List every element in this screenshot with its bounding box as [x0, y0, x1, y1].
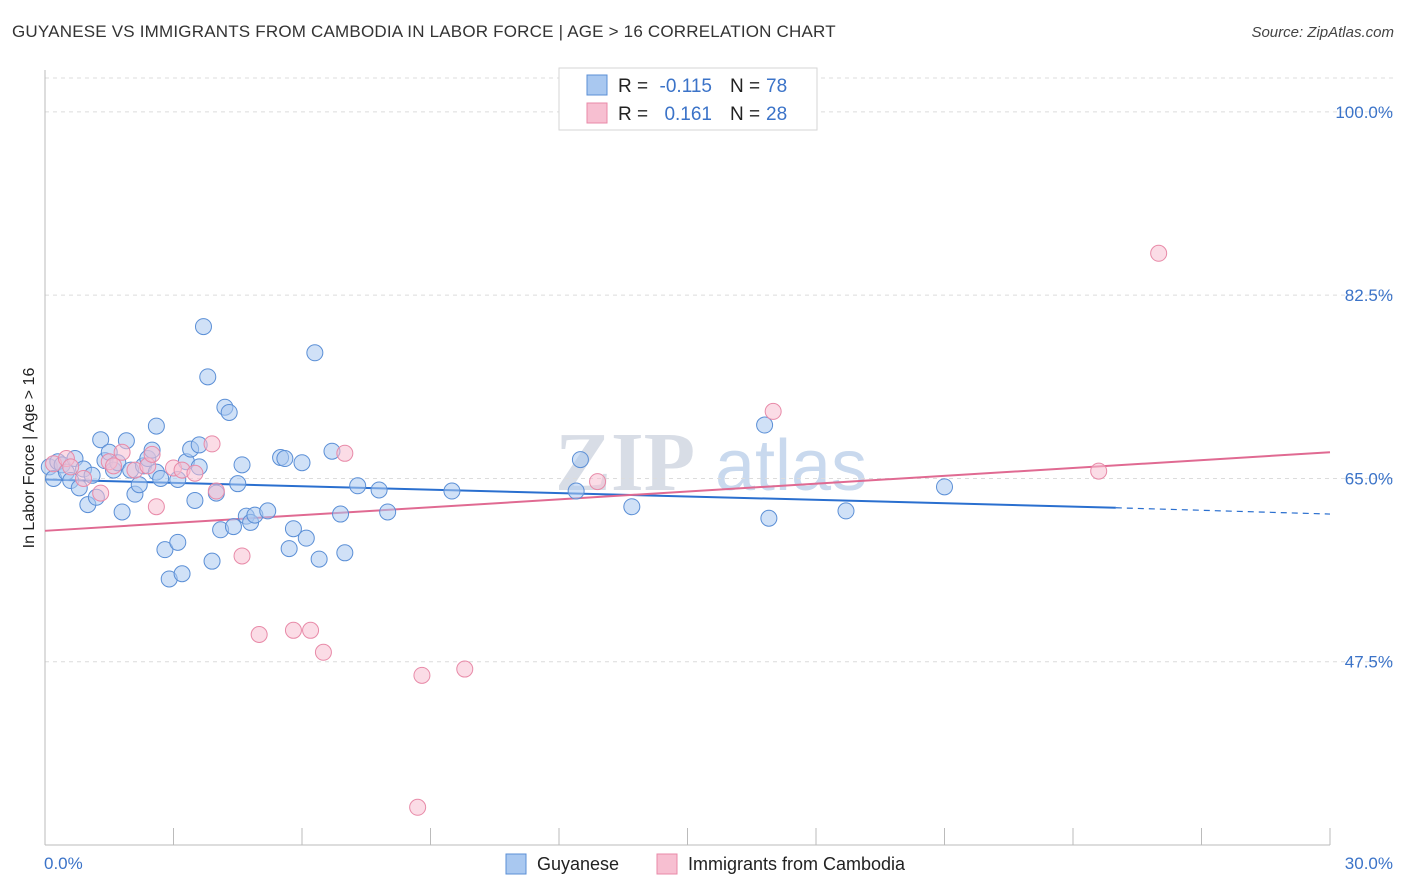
- guyanese-point-47: [233, 456, 251, 474]
- guyanese-point-55: [284, 520, 302, 538]
- stats-n-label-pink: N =: [730, 104, 760, 125]
- watermark-atlas: atlas: [715, 426, 867, 506]
- guyanese-point-69: [623, 498, 641, 516]
- guyanese-point-62: [336, 544, 354, 562]
- guyanese-point-40: [203, 552, 221, 570]
- cambodia-point-17: [233, 547, 251, 565]
- cambodia-point-26: [589, 473, 607, 491]
- guyanese-point-45: [224, 518, 242, 536]
- cambodia-point-27: [764, 402, 782, 420]
- y-axis-label: In Labor Force | Age > 16: [21, 368, 38, 549]
- legend-swatch-cambodia: [656, 853, 678, 875]
- cambodia-point-20: [302, 621, 320, 639]
- guyanese-point-57: [297, 529, 315, 547]
- cambodia-point-24: [413, 666, 431, 684]
- guyanese-point-56: [293, 454, 311, 472]
- guyanese-point-70: [756, 416, 774, 434]
- guyanese-point-66: [443, 482, 461, 500]
- cambodia-point-18: [250, 625, 268, 643]
- series-legend: Guyanese Immigrants from Cambodia: [505, 853, 906, 875]
- stats-swatch-pink: [586, 102, 608, 124]
- y-tick-label-3: 47.5%: [1345, 653, 1393, 672]
- cambodia-point-7: [113, 443, 131, 461]
- guyanese-point-44: [220, 403, 238, 421]
- cambodia-point-11: [147, 498, 165, 516]
- cambodia-point-3: [75, 469, 93, 487]
- guyanese-point-68: [571, 451, 589, 469]
- guyanese-point-73: [936, 478, 953, 496]
- stats-n-value-blue: 78: [766, 76, 787, 97]
- cambodia-point-16: [207, 482, 225, 500]
- guyanese-point-59: [310, 550, 328, 568]
- guyanese-point-28: [156, 541, 174, 559]
- cambodia-point-28: [1090, 462, 1108, 480]
- stats-r-value-blue: -0.115: [660, 76, 712, 97]
- legend-label-guyanese: Guyanese: [537, 854, 619, 874]
- guyanese-point-53: [276, 450, 294, 468]
- guyanese-point-39: [199, 368, 217, 386]
- guyanese-point-58: [306, 344, 324, 362]
- y-tick-label-0: 100.0%: [1335, 103, 1393, 122]
- guyanese-point-21: [130, 476, 148, 494]
- guyanese-point-38: [194, 318, 212, 336]
- cambodia-point-25: [456, 660, 474, 678]
- guyanese-point-64: [370, 481, 388, 499]
- stats-r-value-pink: 0.161: [664, 104, 712, 125]
- guyanese-point-17: [113, 503, 131, 521]
- guyanese-point-31: [169, 533, 187, 551]
- y-tick-label-1: 82.5%: [1345, 286, 1393, 305]
- cambodia-point-19: [284, 621, 302, 639]
- guyanese-point-35: [186, 491, 204, 509]
- guyanese-point-32: [173, 565, 191, 583]
- x-tick-max: 30.0%: [1345, 854, 1393, 873]
- guyanese-point-25: [147, 417, 165, 435]
- cambodia-point-4: [92, 484, 110, 502]
- guyanese-point-27: [152, 469, 170, 487]
- source-label: Source: ZipAtlas.com: [1251, 24, 1394, 41]
- guyanese-point-12: [92, 431, 110, 449]
- guyanese-point-46: [229, 475, 247, 493]
- guyanese-point-65: [379, 503, 397, 521]
- guyanese-point-63: [349, 477, 367, 495]
- cambodia-point-22: [336, 444, 354, 462]
- x-tick-min: 0.0%: [44, 854, 83, 873]
- cambodia-point-15: [203, 435, 221, 453]
- stats-r-label-pink: R =: [618, 104, 648, 125]
- legend-label-cambodia: Immigrants from Cambodia: [688, 854, 906, 874]
- cambodia-point-29: [1150, 244, 1168, 262]
- cambodia-point-21: [314, 643, 332, 661]
- guyanese-point-61: [332, 505, 350, 523]
- stats-r-label-blue: R =: [618, 76, 648, 97]
- guyanese-point-54: [280, 540, 298, 558]
- guyanese-point-72: [837, 502, 855, 520]
- chart-title: GUYANESE VS IMMIGRANTS FROM CAMBODIA IN …: [12, 22, 836, 41]
- stats-n-value-pink: 28: [766, 104, 787, 125]
- guyanese-trend-extension: [1115, 507, 1331, 515]
- stats-n-label-blue: N =: [730, 76, 760, 97]
- cambodia-point-6: [105, 457, 123, 475]
- guyanese-point-67: [567, 482, 585, 500]
- guyanese-point-71: [760, 509, 778, 527]
- cambodia-point-23: [409, 798, 427, 816]
- guyanese-point-51: [259, 502, 277, 520]
- cambodia-point-2: [62, 458, 80, 476]
- y-tick-label-2: 65.0%: [1345, 469, 1393, 488]
- cambodia-point-10: [143, 445, 161, 463]
- cambodia-point-14: [186, 464, 204, 482]
- stats-swatch-blue: [586, 74, 608, 96]
- legend-swatch-guyanese: [505, 853, 527, 875]
- stats-legend: R = -0.115 N = 78 R = 0.161 N = 28: [558, 67, 818, 131]
